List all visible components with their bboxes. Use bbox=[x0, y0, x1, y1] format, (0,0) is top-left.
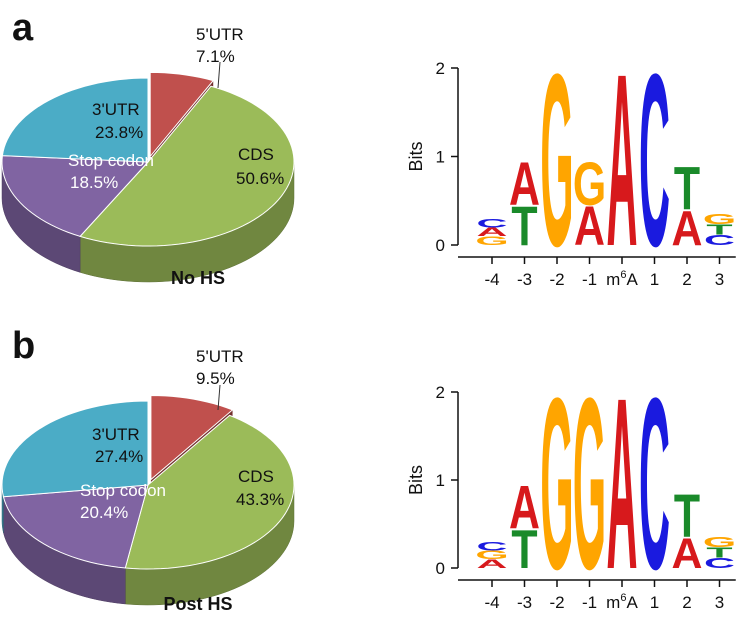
x-tick-label-1-b: -1 bbox=[582, 593, 597, 612]
pie-chart-b bbox=[1, 394, 295, 606]
label-stop-pct-a: 18.5% bbox=[70, 173, 118, 192]
label-cds-name-b: CDS bbox=[238, 467, 274, 486]
y-tick-label-1-b: 1 bbox=[436, 471, 445, 490]
pie-slice-5-utr-b bbox=[150, 394, 234, 481]
logo-letter-t-pos-3-1-b: T bbox=[706, 544, 733, 560]
label-utr5-name-b: 5'UTR bbox=[196, 347, 244, 366]
logo-letter-g-pos-1-1-a: G bbox=[573, 151, 606, 219]
logo-letter-a-pos-1-0-a: A bbox=[574, 196, 605, 257]
condition-label-b: Post HS bbox=[163, 594, 232, 614]
label-utr3-pct-b: 27.4% bbox=[95, 447, 143, 466]
logo-letter-a-pos-3-1-a: A bbox=[509, 151, 540, 219]
y-tick-label-0-b: 0 bbox=[436, 559, 445, 578]
logo-letter-c-pos-4-2-a: C bbox=[477, 216, 508, 230]
logo-letter-a-pos-2-0-b: A bbox=[672, 530, 703, 578]
logo-letter-g-pos-4-0-a: G bbox=[475, 234, 508, 248]
pie-slice-3-utr-a bbox=[1, 77, 149, 163]
x-tick-label-2-a: -2 bbox=[549, 270, 564, 289]
logo-letter-g-pos-2-0-b: G bbox=[540, 348, 573, 621]
y-axis-title-a: Bits bbox=[406, 141, 426, 171]
label-stop-pct-b: 20.4% bbox=[80, 503, 128, 522]
logo-letter-c-pos-1-0-a: C bbox=[639, 23, 670, 297]
logo-letter-c-pos-1-0-b: C bbox=[639, 348, 670, 621]
label-cds-pct-a: 50.6% bbox=[236, 169, 284, 188]
pie-slice-cds-b bbox=[124, 414, 295, 570]
logo-letter-t-pos-2-1-a: T bbox=[674, 155, 700, 223]
panel-letter-a: a bbox=[12, 7, 34, 49]
logo-letter-a-pos-3-1-b: A bbox=[509, 474, 540, 542]
panel-letter-b: b bbox=[12, 325, 35, 367]
pie-slice-stop-codon-b bbox=[2, 484, 149, 569]
label-utr3-name-b: 3'UTR bbox=[92, 425, 140, 444]
logo-letter-c-pos-4-2-b: C bbox=[477, 539, 508, 553]
x-tick-label-4-b: -4 bbox=[484, 593, 499, 612]
pie-slice-stop-codon-a bbox=[1, 155, 150, 237]
leader-line-utr5-a bbox=[217, 61, 221, 89]
logo-letter-g-pos-4-1-b: G bbox=[475, 548, 508, 562]
x-tick-label-1-a: -1 bbox=[582, 270, 597, 289]
label-stop-name-a: Stop codon bbox=[68, 151, 154, 170]
label-cds-pct-b: 43.3% bbox=[236, 490, 284, 509]
x-tick-label-4-a: -4 bbox=[484, 270, 499, 289]
logo-letter-g-pos-3-2-a: G bbox=[703, 210, 736, 227]
logo-letter-g-pos-2-0-a: G bbox=[540, 23, 573, 297]
logo-letter-c-pos-3-0-b: C bbox=[704, 555, 735, 571]
label-utr3-pct-a: 23.8% bbox=[95, 123, 143, 142]
logo-letter-t-pos-3-0-a: T bbox=[511, 196, 537, 257]
logo-letter-a-pos-4-0-b: A bbox=[477, 557, 508, 571]
logo-letter-a-pos-4-1-a: A bbox=[477, 225, 508, 239]
leader-line-utr5-b bbox=[217, 384, 221, 411]
x-tick-label-3-a: 3 bbox=[715, 270, 724, 289]
label-utr3-name-a: 3'UTR bbox=[92, 100, 140, 119]
logo-letter-c-pos-3-0-a: C bbox=[704, 232, 735, 249]
x-tick-label-m6a-b: m6A bbox=[606, 592, 638, 612]
x-tick-label-3-a: -3 bbox=[517, 270, 532, 289]
logo-letter-t-pos-3-1-a: T bbox=[706, 221, 733, 238]
pie-slice-3-utr-b bbox=[1, 400, 149, 498]
x-tick-label-2-b: -2 bbox=[549, 593, 564, 612]
y-tick-label-1-a: 1 bbox=[436, 148, 445, 167]
y-tick-label-0-a: 0 bbox=[436, 236, 445, 255]
x-tick-label-2-b: 2 bbox=[682, 593, 691, 612]
pie-slice-cds-a bbox=[79, 85, 295, 247]
panel-b: b 5'UTR 9.5% 3'UTR 27.4% Stop codon 20.4… bbox=[1, 325, 736, 621]
label-utr5-pct-b: 9.5% bbox=[196, 369, 235, 388]
x-tick-label-2-a: 2 bbox=[682, 270, 691, 289]
logo-letter-g-pos-3-2-b: G bbox=[703, 534, 736, 550]
label-stop-name-b: Stop codon bbox=[80, 481, 166, 500]
logo-letter-a-pos-m6a-0-b: A bbox=[607, 348, 638, 621]
pie-chart-a bbox=[1, 71, 295, 283]
logo-letter-t-pos-2-1-b: T bbox=[674, 483, 700, 551]
y-tick-label-2-b: 2 bbox=[436, 383, 445, 402]
x-tick-label-1-b: 1 bbox=[650, 593, 659, 612]
logo-letter-g-pos-1-0-b: G bbox=[573, 348, 606, 621]
condition-label-a: No HS bbox=[171, 268, 225, 288]
x-tick-label-3-b: -3 bbox=[517, 593, 532, 612]
y-tick-label-2-a: 2 bbox=[436, 59, 445, 78]
label-cds-name-a: CDS bbox=[238, 145, 274, 164]
y-axis-title-b: Bits bbox=[406, 465, 426, 495]
logo-letter-a-pos-m6a-0-a: A bbox=[607, 23, 638, 297]
label-utr5-pct-a: 7.1% bbox=[196, 47, 235, 66]
logo-letter-t-pos-3-0-b: T bbox=[511, 519, 537, 580]
logo-letter-a-pos-2-0-a: A bbox=[672, 200, 703, 255]
x-tick-label-3-b: 3 bbox=[715, 593, 724, 612]
panel-a: a 5'UTR 7.1% 3'UTR 23.8% Stop codon 18.5… bbox=[1, 7, 736, 298]
pie-slice-5-utr-a bbox=[149, 71, 215, 158]
x-tick-label-m6a-a: m6A bbox=[606, 269, 638, 289]
x-tick-label-1-a: 1 bbox=[650, 270, 659, 289]
label-utr5-name-a: 5'UTR bbox=[196, 25, 244, 44]
